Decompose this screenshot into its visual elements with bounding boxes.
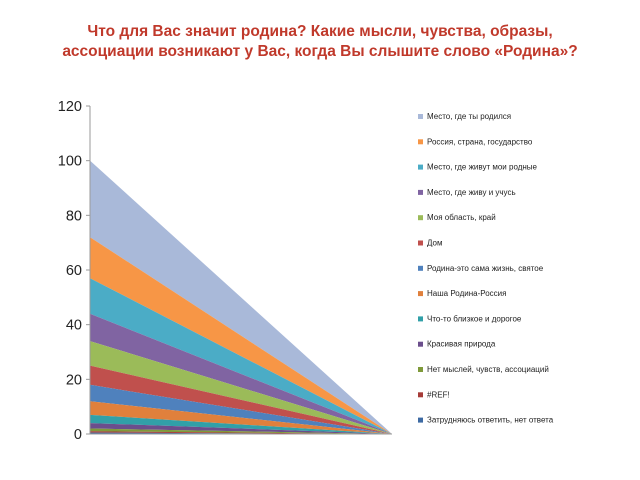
legend-swatch <box>418 139 423 145</box>
legend-swatch <box>418 265 423 271</box>
y-tick-label: 120 <box>58 99 82 115</box>
area-series-2 <box>90 237 392 434</box>
legend-swatch <box>418 114 423 119</box>
y-tick-label: 20 <box>66 372 82 388</box>
chart-title: Что для Вас значит родина? Какие мысли, … <box>20 22 620 62</box>
legend-swatch <box>418 367 423 372</box>
legend-label: Родина-это сама жизнь, святое <box>427 264 544 273</box>
legend-swatch <box>418 392 423 398</box>
legend-label: Место, где живу и учусь <box>427 188 516 197</box>
area-series-4 <box>90 313 392 434</box>
legend-swatch <box>418 316 423 322</box>
legend-item: Дом <box>418 239 442 248</box>
legend-item: Место, где живу и учусь <box>418 188 516 197</box>
area-series-10 <box>90 423 392 434</box>
legend-label: Затрудняюсь ответить, нет ответа <box>427 416 554 425</box>
legend-label: #REF! <box>427 390 450 399</box>
legend-swatch <box>418 240 423 246</box>
legend-swatch <box>418 164 423 170</box>
legend-label: Место, где ты родился <box>427 112 511 121</box>
area-series-3 <box>90 278 392 434</box>
legend-swatch <box>418 189 423 195</box>
area-series-7 <box>90 384 392 434</box>
y-tick-label: 40 <box>66 318 82 334</box>
legend-item: Моя область, край <box>418 213 496 222</box>
legend-label: Красивая природа <box>427 340 496 349</box>
legend-item: Затрудняюсь ответить, нет ответа <box>418 416 554 425</box>
area-series-5 <box>90 341 392 434</box>
legend-label: Нет мыслей, чувств, ассоциаций <box>427 365 549 374</box>
chart-title-line-1: Что для Вас значит родина? Какие мысли, … <box>87 23 553 40</box>
legend-item: Место, где ты родился <box>418 112 511 121</box>
legend-label: Дом <box>427 239 442 248</box>
legend-label: Место, где живут мои родные <box>427 163 538 172</box>
legend-swatch <box>418 341 423 347</box>
legend-label: Что-то близкое и дорогое <box>427 314 522 323</box>
legend-item: Место, где живут мои родные <box>418 163 538 172</box>
legend-item: Что-то близкое и дорогое <box>418 314 522 323</box>
legend-label: Моя область, край <box>427 213 496 222</box>
y-axis: 0 20 40 60 80 100 120 <box>58 99 392 443</box>
legend-label: Наша Родина-Россия <box>427 289 506 298</box>
legend: Место, где ты родился Россия, страна, гос… <box>418 112 554 425</box>
legend-swatch <box>418 291 423 297</box>
legend-item: Красивая природа <box>418 340 496 349</box>
area-series-8 <box>90 401 392 434</box>
y-tick-label: 100 <box>58 154 82 170</box>
legend-label: Россия, страна, государство <box>427 137 533 146</box>
area-series-11 <box>90 428 392 434</box>
legend-swatch <box>418 417 423 423</box>
y-tick-label: 60 <box>66 263 82 279</box>
y-tick-label: 0 <box>74 427 82 443</box>
legend-swatch <box>418 215 423 221</box>
legend-item: Наша Родина-Россия <box>418 289 506 298</box>
legend-item: Россия, страна, государство <box>418 137 533 146</box>
legend-item: #REF! <box>418 390 450 399</box>
area-series-6 <box>90 365 392 434</box>
area-series-12 <box>90 431 392 434</box>
y-tick-label: 80 <box>66 208 82 224</box>
plot-areas <box>90 160 392 434</box>
area-series-1 <box>90 160 392 434</box>
area-series-9 <box>90 414 392 434</box>
legend-item: Родина-это сама жизнь, святое <box>418 264 544 273</box>
chart-title-line-2: ассоциации возникают у Вас, когда Вы слы… <box>62 43 578 60</box>
legend-item: Нет мыслей, чувств, ассоциаций <box>418 365 549 374</box>
